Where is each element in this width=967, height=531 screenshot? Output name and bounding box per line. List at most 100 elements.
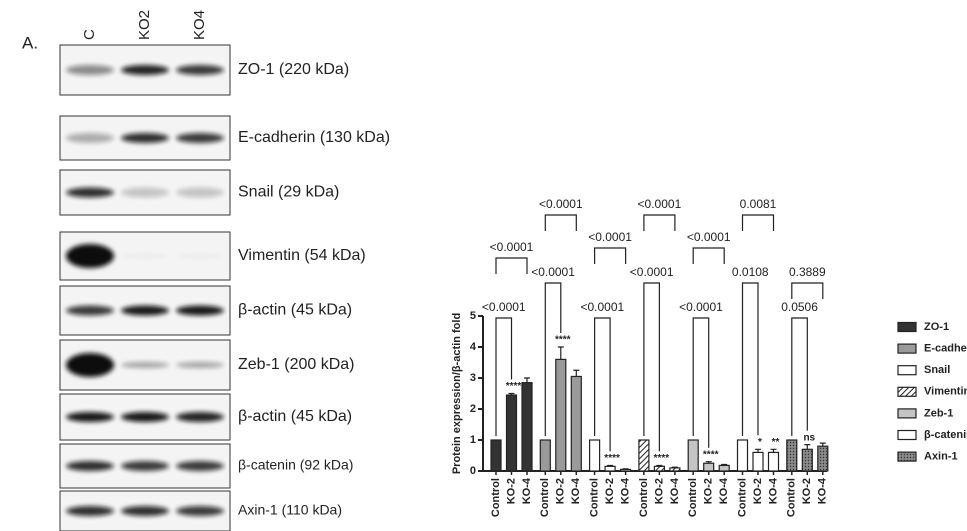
bar [753,452,763,471]
bar [769,452,779,471]
blot-band [66,306,114,316]
blot-band [176,506,224,516]
bar [704,463,714,471]
bar [590,440,600,471]
bracket [644,215,675,231]
significance: **** [604,453,620,464]
error-bar [623,469,629,470]
bracket [792,318,808,436]
significance: * [758,437,762,448]
legend-label: E-cadherin [924,343,967,355]
bracket [595,248,626,264]
blot-label: β-catenin (92 kDa) [238,457,353,473]
lane-label: KO4 [191,10,208,40]
bar [621,469,631,471]
blot-band [176,133,224,143]
x-tick-label: KO-4 [718,477,730,504]
legend-label: Axin-1 [924,451,958,463]
blot-band [176,188,224,198]
blot-label: ZO-1 (220 kDa) [238,61,349,78]
bar [818,446,828,471]
panel-label: A. [22,33,38,52]
blot-band [121,306,169,316]
x-tick-label: KO-2 [505,478,517,504]
x-tick-label: Control [736,478,748,517]
blot-band [121,412,169,422]
bar [605,466,615,471]
p-value: <0.0001 [482,300,526,314]
error-bar [558,347,564,359]
legend-swatch [898,387,916,396]
x-tick-label: KO-4 [767,477,779,504]
bracket [743,215,774,231]
x-tick-label: KO-4 [669,477,681,504]
p-value: <0.0001 [679,300,723,314]
x-tick-label: KO-4 [620,477,632,504]
x-tick-label: Control [638,478,650,517]
p-value: 0.0506 [781,300,818,314]
blot-label: Vimentin (54 kDa) [238,247,366,264]
bracket [693,318,709,448]
blot-label: β-actin (45 kDa) [238,302,352,319]
p-value: <0.0001 [687,230,731,244]
y-tick-label: 1 [470,434,476,446]
p-value: <0.0001 [588,230,632,244]
x-tick-label: KO-4 [521,477,533,504]
bar [719,465,729,471]
y-tick-label: 3 [470,372,476,384]
legend-label: Vimentin [924,386,967,398]
bar [540,440,550,471]
bar [556,359,566,471]
y-tick-label: 5 [470,310,476,322]
blot-band [66,412,114,422]
bar [507,395,517,471]
x-tick-label: Control [490,478,502,517]
bar [571,376,581,471]
p-value: <0.0001 [490,240,534,254]
bracket [693,248,724,264]
legend-swatch [898,431,916,440]
bracket [545,215,576,231]
legend-label: Zeb-1 [924,407,953,419]
blot-band [176,65,224,75]
legend-label: Snail [924,364,950,376]
x-tick-label: KO-2 [653,478,665,504]
y-tick-label: 0 [470,465,476,477]
significance: **** [703,449,719,460]
blot-band [176,412,224,422]
y-tick-label: 4 [470,341,477,353]
blot-band [66,506,114,516]
blot-band [176,461,224,471]
bracket [595,318,611,451]
bracket [792,283,823,299]
significance: ns [803,432,815,443]
significance: ** [772,437,780,448]
blot-label: Axin-1 (110 kDa) [238,502,342,518]
p-value: 0.3889 [789,265,826,279]
blot-band [176,362,224,368]
error-bar [573,370,579,376]
significance: **** [555,335,571,346]
x-tick-label: KO-2 [801,478,813,504]
blot-band [121,253,169,259]
bracket [743,283,759,436]
x-tick-label: KO-2 [703,478,715,504]
blot-band [66,133,114,143]
x-tick-label: Control [687,478,699,517]
lane-label: KO2 [136,10,153,40]
bar [639,440,649,471]
bracket [644,283,660,451]
x-tick-label: KO-2 [752,478,764,504]
blot-label: Snail (29 kDa) [238,184,339,201]
blot-band [121,188,169,198]
error-bar [672,467,678,468]
p-value: <0.0001 [630,265,674,279]
bar [802,449,812,471]
legend-swatch [898,452,916,461]
p-value: <0.0001 [580,300,624,314]
p-value: <0.0001 [638,197,682,211]
y-axis-label: Protein expression/β-actin fold [451,313,463,474]
x-tick-label: Control [786,478,798,517]
p-value: 0.0081 [740,197,777,211]
x-tick-label: KO-2 [604,478,616,504]
